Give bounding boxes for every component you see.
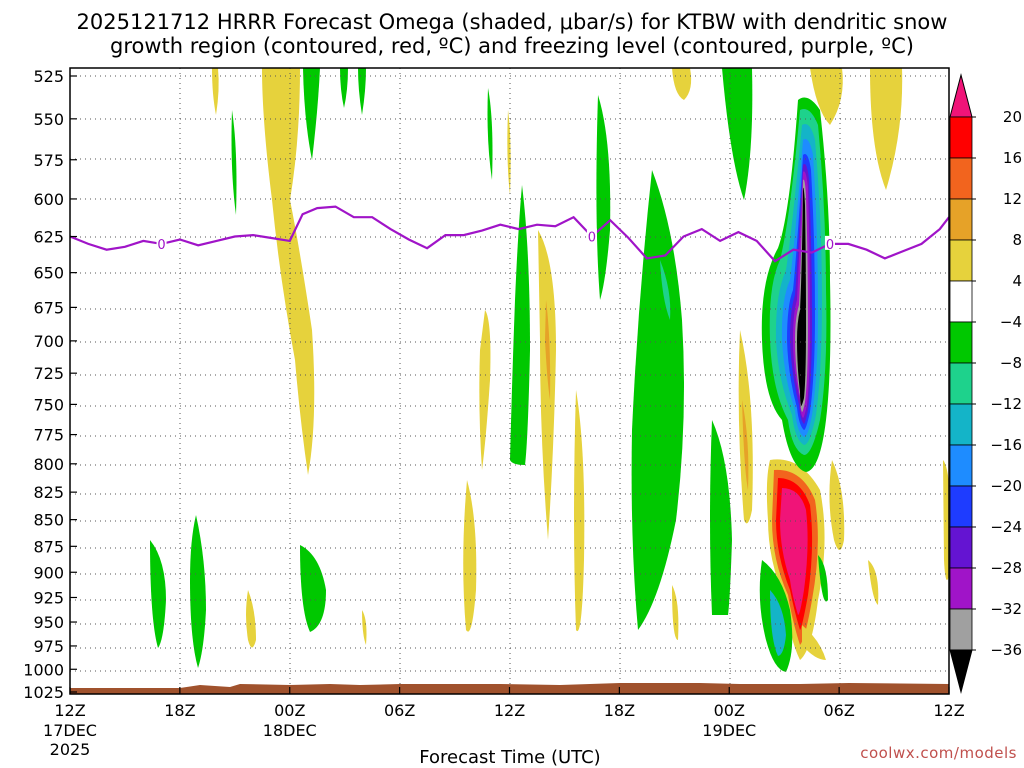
y-tick-label: 1025 [23,683,64,702]
colorbar-top-arrow [949,73,973,118]
colorbar-bin [949,116,973,159]
y-tick-label: 750 [33,395,64,414]
x-tick-label: 12Z [54,701,85,720]
y-tick-label: 875 [33,537,64,556]
y-tick-label: 575 [33,151,64,170]
y-tick-label: 925 [33,588,64,607]
x-tick-label: 00Z [714,701,745,720]
x-tick-label: 06Z [823,701,854,720]
x-tick-date: 18DEC [263,721,317,740]
colorbar-label: −12 [990,395,1022,413]
colorbar-bin [949,321,973,364]
colorbar-label: 16 [1003,149,1022,167]
y-tick-label: 675 [33,298,64,317]
colorbar-label: 20 [1003,108,1022,126]
freezing-label-bg [156,235,167,250]
y-tick-label: 650 [33,264,64,283]
y-tick-label: 775 [33,426,64,445]
x-tick-label: 00Z [274,701,305,720]
x-tick-label: 18Z [164,701,195,720]
colorbar-label: 12 [1003,190,1022,208]
y-tick-label: 900 [33,563,64,582]
x-tick-label: 06Z [384,701,415,720]
omega-shading [150,68,949,672]
x-tick-date: 17DEC [43,721,97,740]
y-tick-label: 600 [33,190,64,209]
freezing-label-bg [586,228,597,243]
colorbar-label: −20 [990,477,1022,495]
x-axis-label: Forecast Time (UTC) [419,747,600,768]
x-tick-date: 19DEC [702,721,756,740]
chart-title-line1: 2025121712 HRRR Forecast Omega (shaded, … [77,10,948,34]
colorbar-bottom-arrow [949,649,973,694]
colorbar-label: −4 [1000,313,1022,331]
y-tick-label: 1000 [23,660,64,679]
colorbar-bin [949,403,973,446]
colorbar-bin [949,608,973,651]
colorbar-bin [949,485,973,528]
y-tick-label: 975 [33,637,64,656]
x-tick-label: 18Z [604,701,635,720]
y-tick-label: 725 [33,364,64,383]
colorbar-bin [949,280,973,323]
colorbar-label: −28 [990,559,1022,577]
colorbar-bin [949,239,973,282]
freezing-label-bg [824,235,835,250]
y-tick-label: 825 [33,483,64,502]
colorbar-label: −8 [1000,354,1022,372]
y-tick-label: 700 [33,332,64,351]
y-tick-label: 550 [33,110,64,129]
y-tick-label: 850 [33,511,64,530]
colorbar-label: −36 [990,641,1022,659]
colorbar: 20 16 12 8 4 −4 −8 −12 −16 −20 −24 −28 −32 −36 [949,73,1022,694]
colorbar-bin [949,198,973,241]
freezing-level-labels: 0 0 0 [156,228,835,253]
x-tick-label: 12Z [933,701,964,720]
colorbar-bin [949,567,973,610]
freezing-level-label: 0 [157,238,165,253]
y-axis: 525 550 575 600 625 650 675 700 725 750 775 800 825 8… [23,67,77,702]
freezing-level-line [69,205,950,263]
colorbar-bin [949,362,973,405]
colorbar-label: 8 [1012,231,1022,249]
colorbar-bin [949,444,973,487]
colorbar-label: 4 [1012,272,1022,290]
y-tick-label: 800 [33,455,64,474]
credit-text: coolwx.com/models [860,744,1017,762]
y-tick-label: 950 [33,613,64,632]
chart-title-line2: growth region (contoured, red, ºC) and f… [110,34,914,58]
x-tick-year: 2025 [50,740,91,759]
colorbar-label: −16 [990,436,1022,454]
colorbar-label: −32 [990,600,1022,618]
freezing-level-label: 0 [826,238,834,253]
x-tick-label: 12Z [494,701,525,720]
colorbar-label: −24 [990,518,1022,536]
colorbar-bin [949,526,973,569]
y-tick-label: 525 [33,67,64,86]
y-tick-label: 625 [33,228,64,247]
freezing-level-label: 0 [588,231,596,246]
colorbar-bin [949,157,973,200]
